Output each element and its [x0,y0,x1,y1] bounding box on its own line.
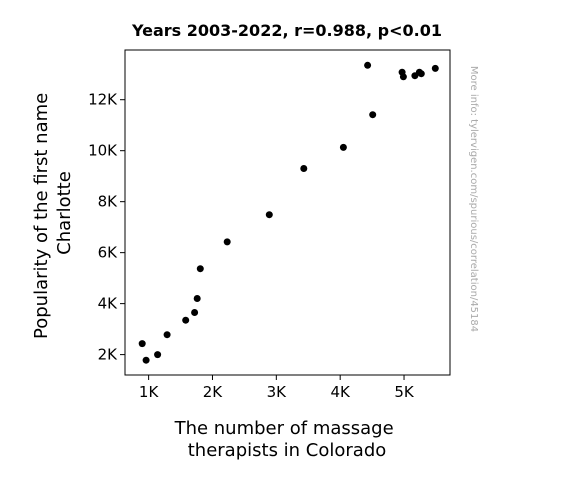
data-point [193,295,201,302]
x-tick-label: 1K [139,383,160,401]
data-point [191,309,199,316]
data-point [223,238,231,246]
data-point [339,143,347,151]
chart-title: Years 2003-2022, r=0.988, p<0.01 [131,21,442,40]
y-axis-ticks: 2K 4K 6K 8K 10K 12K [88,91,125,364]
data-point [196,265,204,273]
x-tick-label: 3K [267,383,288,401]
data-point [154,351,162,359]
y-axis-label-line-2: Charlotte [54,171,75,255]
y-tick-label: 2K [98,346,119,364]
x-tick-label: 4K [330,383,351,401]
x-axis-ticks: 1K 2K 3K 4K 5K [139,375,415,401]
data-point [399,73,407,81]
data-point [300,165,308,172]
data-point [431,64,439,72]
y-axis-label-line-1: Popularity of the first name [31,93,52,339]
y-tick-label: 8K [98,193,119,211]
y-tick-label: 12K [88,91,118,109]
data-point [369,111,377,119]
y-axis-label: Popularity of the first name Charlotte [31,87,75,339]
data-point [142,356,150,364]
data-point [182,316,190,324]
x-axis-label: The number of massage therapists in Colo… [174,418,400,461]
plot-area [124,49,451,376]
data-point [364,61,372,69]
x-axis-label-line-2: therapists in Colorado [188,440,387,461]
y-tick-label: 6K [98,244,119,262]
data-point [163,331,171,339]
source-note: More info: tylervigen.com/spurious/corre… [468,66,479,332]
data-point [417,70,425,78]
x-axis-label-line-1: The number of massage [174,418,394,439]
data-point [138,340,146,348]
y-tick-label: 4K [98,295,119,313]
data-points [138,61,439,364]
y-tick-label: 10K [88,142,118,160]
data-point [265,211,273,219]
x-tick-label: 5K [394,383,415,401]
x-tick-label: 2K [203,383,224,401]
